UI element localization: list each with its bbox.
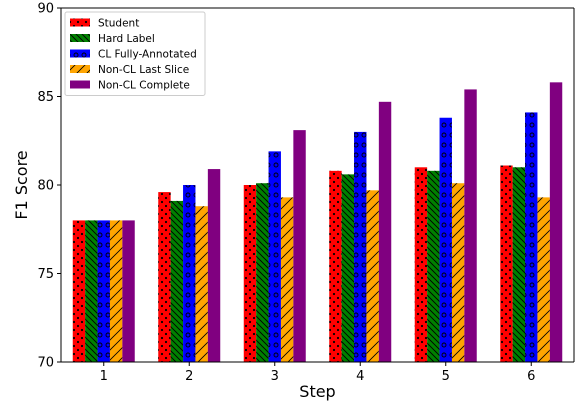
legend-swatch-hatch	[70, 18, 90, 27]
bar-hatch	[158, 192, 171, 362]
legend-swatch-hatch	[70, 34, 90, 42]
bar-hatch	[439, 117, 452, 363]
bar-hatch	[427, 170, 440, 362]
legend: Student Hard Label CL Fully-Annotated Non-C…	[64, 11, 206, 96]
x-tick-label: 3	[271, 369, 279, 384]
bar-hatch	[256, 183, 269, 362]
bar-hatch	[183, 185, 196, 362]
bar	[207, 169, 221, 362]
bars-layer	[72, 82, 563, 363]
x-tick-label: 1	[100, 369, 108, 384]
bar-hatch	[500, 165, 513, 362]
bar-hatch	[451, 183, 465, 362]
legend-swatch	[70, 80, 90, 89]
legend-label: Hard Label	[98, 33, 155, 45]
bar-hatch	[537, 197, 550, 362]
bar-hatch	[195, 206, 208, 362]
bar	[293, 130, 306, 362]
y-tick-label: 85	[37, 90, 54, 105]
legend-label: Non-CL Complete	[98, 80, 190, 92]
x-tick-label: 2	[185, 369, 193, 384]
bar-hatch	[366, 190, 379, 362]
bar-hatch	[525, 112, 538, 363]
legend-box	[64, 11, 206, 96]
bar-hatch	[243, 185, 257, 362]
y-tick-label: 90	[37, 2, 54, 17]
bar-hatch	[329, 170, 342, 362]
x-tick-label: 4	[356, 369, 364, 384]
bar-hatch	[170, 200, 184, 362]
y-tick-label: 70	[37, 356, 54, 371]
bar-hatch	[280, 197, 294, 362]
bar-hatch	[85, 220, 98, 362]
legend-label: Student	[98, 18, 139, 30]
y-tick-label: 75	[37, 267, 54, 282]
bar	[378, 101, 392, 362]
bar-hatch	[341, 174, 355, 362]
bar-hatch	[72, 220, 86, 362]
bar	[122, 220, 135, 362]
y-axis-title: F1 Score	[12, 150, 31, 219]
x-tick-label: 5	[442, 369, 450, 384]
bar-hatch	[109, 220, 123, 362]
legend-label: Non-CL Last Slice	[98, 64, 189, 76]
bar-hatch	[512, 167, 526, 362]
bar-hatch	[97, 220, 110, 362]
legend-label: CL Fully-Annotated	[98, 49, 197, 61]
bar-hatch	[268, 151, 281, 362]
bar-hatch	[414, 167, 428, 362]
y-tick-label: 80	[37, 179, 54, 194]
legend-swatch-hatch	[70, 49, 90, 58]
x-tick-label: 6	[527, 369, 535, 384]
legend-swatch-hatch	[70, 65, 90, 73]
bar	[549, 82, 563, 362]
bar-hatch	[354, 131, 367, 362]
x-axis-title: Step	[299, 382, 335, 401]
bar	[464, 89, 477, 363]
axes-layer: 70 75 80 85 90 1 2 3 4 5 6	[37, 2, 575, 384]
